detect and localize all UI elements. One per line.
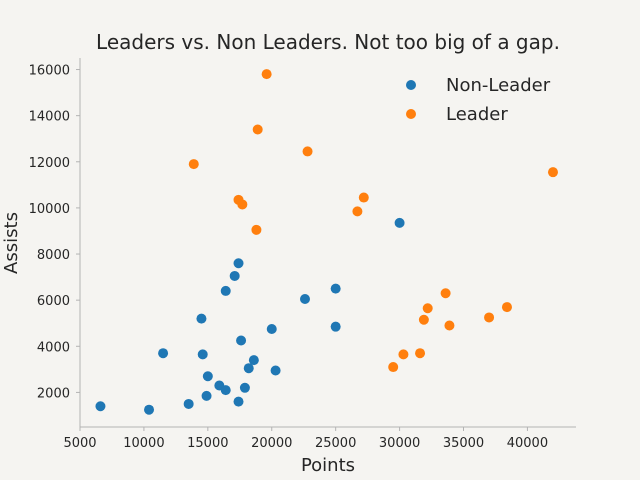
y-tick-label: 4000 [37,340,70,355]
x-ticks: 5000 10000 15000 20000 25000 30000 35000 40000 [63,427,548,451]
point-leader [188,159,199,170]
point-leader [484,312,495,323]
x-tick-label: 5000 [63,436,96,451]
legend-label-leader: Leader [446,104,508,125]
point-leader [302,146,313,157]
point-leader [418,314,429,325]
point-leader [252,124,263,135]
y-tick-label: 10000 [29,202,70,217]
x-tick-label: 10000 [123,436,164,451]
point-non-leader [330,321,341,332]
data-points [95,69,558,415]
point-non-leader [95,401,106,412]
y-tick-label: 16000 [29,64,70,79]
legend: Non-Leader Leader [406,75,551,125]
point-non-leader [144,404,155,415]
point-leader [358,192,369,203]
point-leader [251,224,262,235]
point-non-leader [220,285,231,296]
point-non-leader [299,294,310,305]
point-non-leader [394,217,405,228]
point-non-leader [233,258,244,269]
point-leader [440,288,451,299]
point-leader [388,362,399,373]
point-non-leader [233,396,244,407]
point-non-leader [266,323,277,334]
legend-marker-leader [406,109,416,119]
point-leader [352,206,363,217]
x-tick-label: 20000 [251,436,292,451]
legend-label-non-leader: Non-Leader [446,75,551,96]
chart-title: Leaders vs. Non Leaders. Not too big of … [96,30,560,54]
point-non-leader [201,390,212,401]
x-tick-label: 15000 [187,436,228,451]
point-non-leader [202,371,213,382]
legend-marker-non-leader [406,80,416,90]
y-axis-label: Assists [1,212,22,274]
y-tick-label: 6000 [37,294,70,309]
point-non-leader [248,355,259,366]
point-non-leader [270,365,281,376]
point-leader [398,349,409,360]
point-non-leader [183,398,194,409]
point-leader [261,69,272,80]
point-leader [547,167,558,178]
point-non-leader [330,283,341,294]
y-tick-label: 2000 [37,386,70,401]
point-non-leader [239,382,250,393]
point-leader [415,348,426,359]
point-non-leader [236,335,247,346]
point-non-leader [243,363,254,374]
y-tick-label: 14000 [29,110,70,125]
y-tick-label: 8000 [37,248,70,263]
x-tick-label: 25000 [315,436,356,451]
point-non-leader [229,270,240,281]
point-non-leader [220,385,231,396]
point-leader [237,199,248,210]
point-leader [501,302,512,313]
x-tick-label: 35000 [443,436,484,451]
point-non-leader [197,349,208,360]
point-leader [444,320,455,331]
x-tick-label: 40000 [507,436,548,451]
point-non-leader [158,348,169,359]
y-tick-label: 12000 [29,156,70,171]
x-tick-label: 30000 [379,436,420,451]
x-axis-label: Points [301,455,355,476]
axes [79,58,576,428]
point-non-leader [196,313,207,324]
y-ticks: 2000 4000 6000 8000 10000 12000 14000 16000 [29,64,80,401]
point-leader [422,303,433,314]
